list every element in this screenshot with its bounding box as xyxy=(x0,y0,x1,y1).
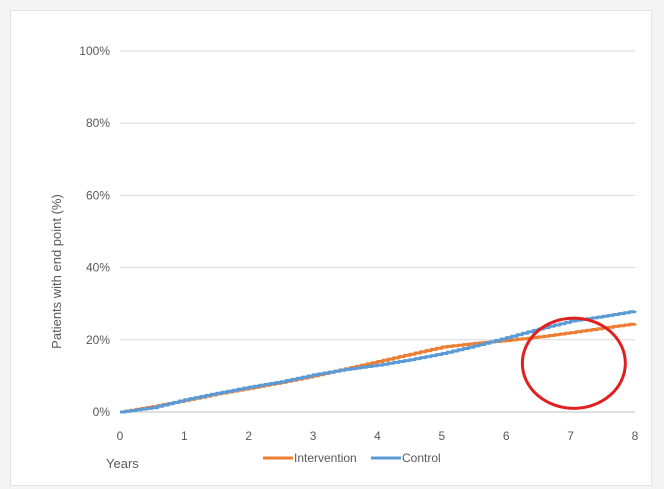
gridlines xyxy=(120,50,635,413)
line-chart: 0% 20% 40% 60% 80% 100% 0 1 2 3 4 5 6 7 8 Patients wi… xyxy=(49,44,639,471)
x-tick-label: 8 xyxy=(632,429,639,443)
legend: Intervention Control xyxy=(263,451,441,465)
x-tick-label: 7 xyxy=(567,429,574,443)
x-tick-label: 1 xyxy=(181,429,188,443)
series-lines xyxy=(120,310,637,414)
y-tick-label: 40% xyxy=(86,261,110,275)
y-tick-label: 100% xyxy=(79,44,110,58)
y-tick-label: 60% xyxy=(86,188,110,202)
x-axis-ticks: 0 1 2 3 4 5 6 7 8 xyxy=(117,429,639,443)
highlight-ellipse xyxy=(520,316,627,410)
x-tick-label: 4 xyxy=(374,429,381,443)
x-axis-title: Years xyxy=(106,456,139,471)
y-axis-title: Patients with end point (%) xyxy=(49,194,64,349)
chart-frame: 0% 20% 40% 60% 80% 100% 0 1 2 3 4 5 6 7 8 Patients wi… xyxy=(10,10,652,486)
x-tick-label: 3 xyxy=(310,429,317,443)
y-axis-ticks: 0% 20% 40% 60% 80% 100% xyxy=(79,44,110,419)
x-tick-label: 6 xyxy=(503,429,510,443)
legend-label-control: Control xyxy=(402,451,441,465)
x-tick-label: 2 xyxy=(245,429,252,443)
x-tick-label: 5 xyxy=(439,429,446,443)
y-tick-label: 0% xyxy=(93,405,111,419)
x-tick-label: 0 xyxy=(117,429,124,443)
annotations xyxy=(520,316,627,410)
y-tick-label: 80% xyxy=(86,116,110,130)
series-line-control xyxy=(120,310,637,414)
legend-label-intervention: Intervention xyxy=(294,451,357,465)
y-tick-label: 20% xyxy=(86,333,110,347)
